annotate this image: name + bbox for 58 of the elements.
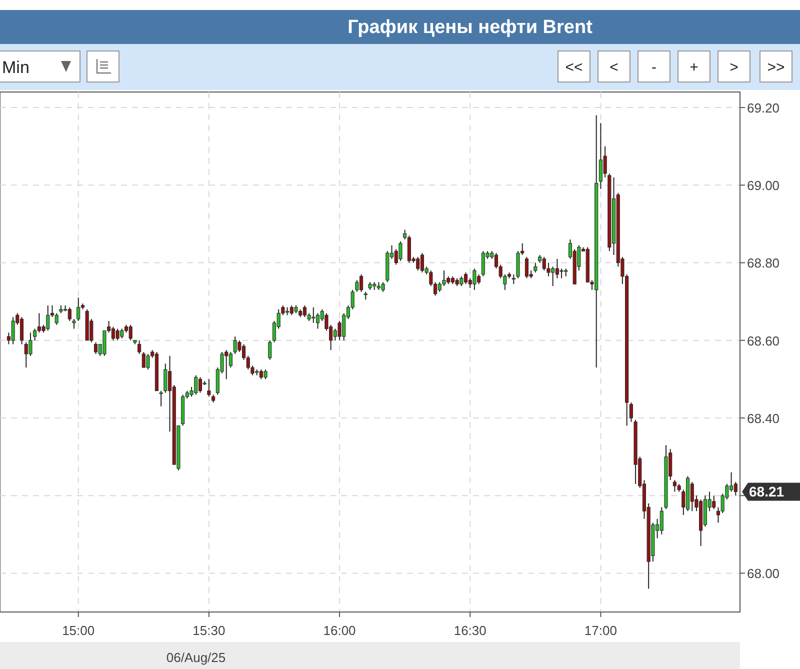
candlestick: [164, 363, 168, 394]
candlestick: [546, 262, 550, 277]
candlestick: [629, 402, 633, 422]
candlestick: [660, 506, 664, 535]
candlestick: [512, 274, 516, 285]
text: -: [652, 59, 656, 76]
candlestick: [603, 146, 607, 178]
text: >: [730, 59, 739, 76]
y-tick-label: 69.00: [747, 178, 780, 194]
y-tick-label: 68.00: [747, 566, 780, 582]
candlestick: [516, 250, 520, 279]
candlestick: [420, 252, 424, 273]
candlestick: [72, 318, 76, 330]
candlestick: [68, 306, 72, 322]
candlestick: [94, 342, 98, 354]
candlestick: [116, 328, 120, 341]
candlestick: [102, 330, 106, 356]
y-tick-label: 68.60: [747, 333, 780, 348]
candlestick: [381, 282, 385, 292]
candlestick: [33, 328, 37, 341]
candlestick: [54, 312, 58, 326]
x-tick-label: 16:30: [454, 623, 486, 638]
text: >>: [767, 59, 785, 76]
chart-title: График цены нефти Brent: [348, 17, 594, 38]
text: <: [610, 59, 619, 76]
text: +: [690, 59, 699, 76]
candlestick: [560, 268, 564, 279]
candlestick: [138, 340, 142, 354]
candlestick: [268, 340, 272, 360]
candlestick: [464, 272, 468, 285]
candlestick: [146, 353, 150, 370]
candlestick: [159, 390, 163, 407]
x-tick-label: 15:30: [192, 623, 226, 638]
candlestick: [398, 240, 402, 262]
candlestick: [472, 268, 476, 290]
candlestick: [198, 376, 202, 394]
candlestick: [207, 378, 211, 398]
candlestick: [355, 280, 359, 292]
x-tick-label: 17:00: [584, 623, 617, 638]
x-tick-label: 15:00: [62, 623, 95, 638]
y-tick-label: 68.80: [747, 256, 780, 271]
candlestick: [734, 482, 738, 496]
candlestick: [316, 312, 320, 330]
y-tick-label: 69.20: [747, 100, 780, 116]
x-tick-label: 16:00: [323, 623, 356, 638]
x-axis-title: 06/Aug/25: [166, 650, 226, 665]
candlestick: [76, 297, 80, 322]
candlestick: [20, 316, 24, 345]
candlestick: [264, 368, 268, 380]
candlestick: [128, 324, 132, 341]
candlestick: [28, 332, 32, 356]
annotation: 68.21: [749, 484, 784, 500]
text: Min: [2, 58, 30, 77]
candlestick: [442, 270, 446, 287]
y-tick-label: 68.40: [747, 410, 780, 426]
candlestick: [228, 352, 232, 368]
text: <<: [565, 59, 583, 76]
candlestick: [534, 262, 538, 273]
